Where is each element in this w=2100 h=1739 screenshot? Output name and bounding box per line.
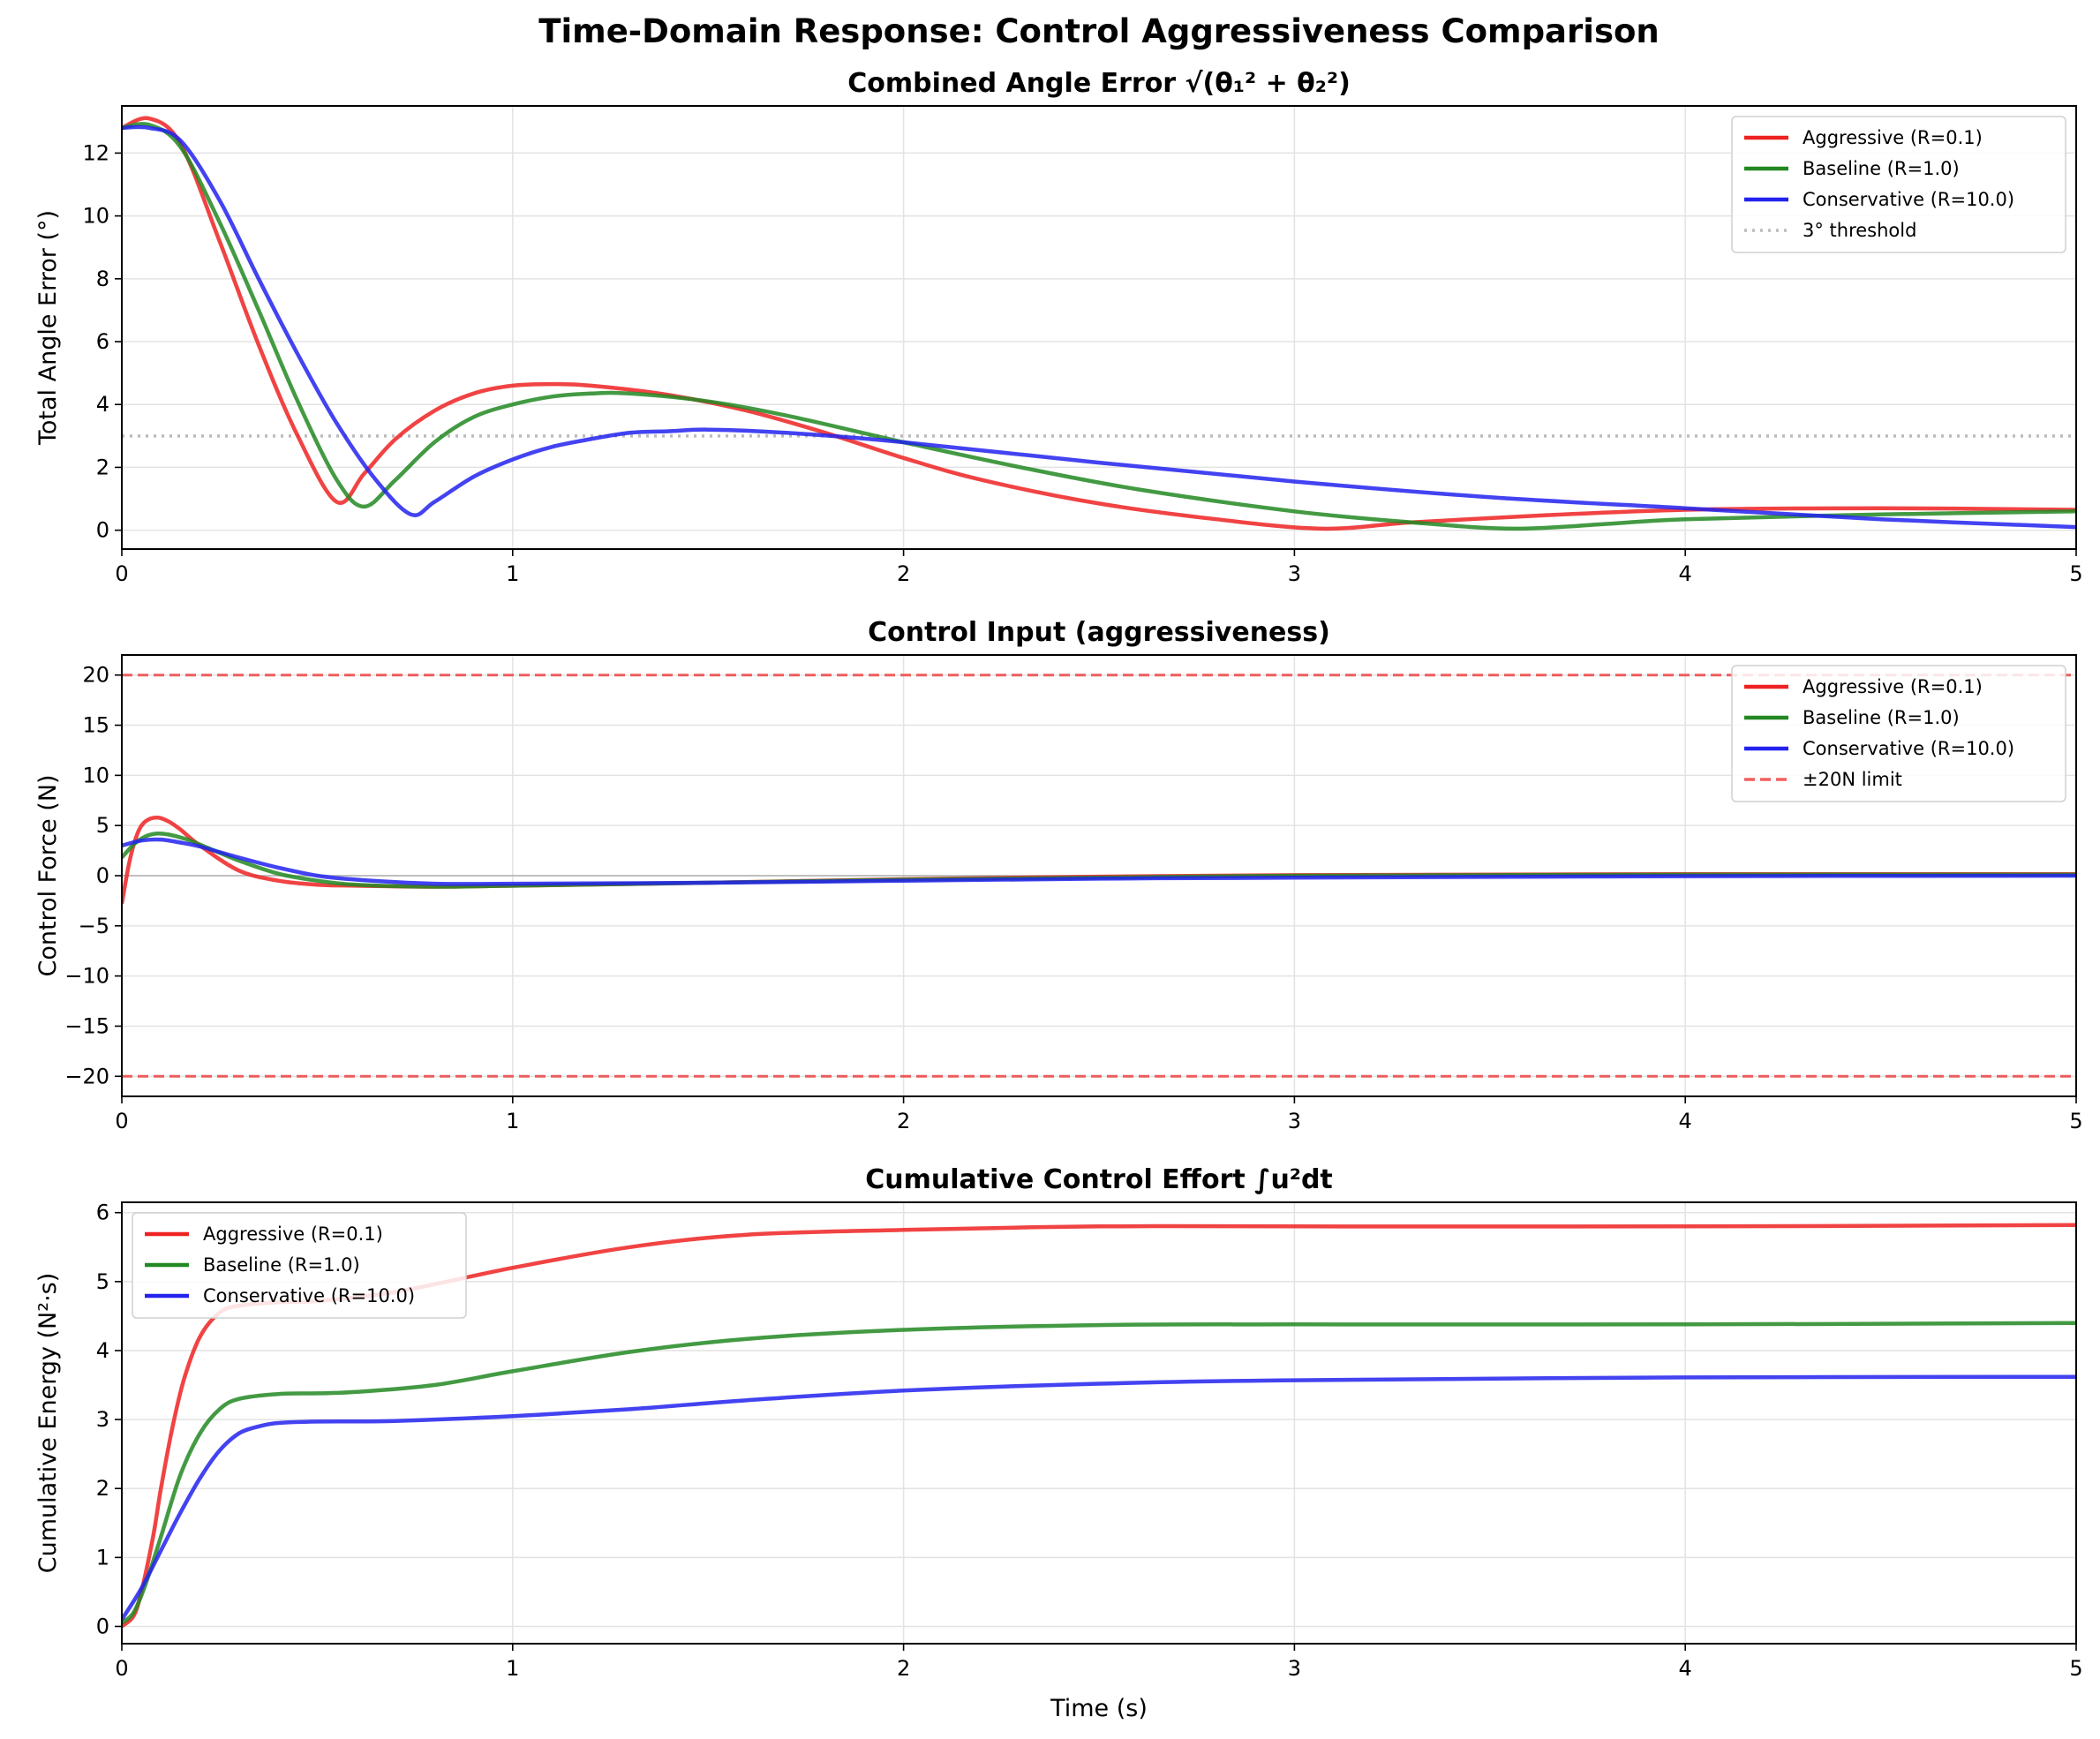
y-tick-label: 1 [96, 1545, 109, 1570]
y-tick-label: 5 [96, 813, 109, 838]
legend-label: Baseline (R=1.0) [1803, 707, 1960, 728]
x-tick-label: 1 [506, 561, 519, 586]
legend: Aggressive (R=0.1) Baseline (R=1.0) Conser… [1731, 116, 2066, 253]
panel-2: 0 1 2 3 4 5 −20 −15 −10 −5 0 5 10 15 20 Control Input (… [34, 617, 2083, 1133]
series-line-1 [122, 1223, 2076, 1629]
y-tick-label: 12 [82, 140, 109, 165]
legend-label: Aggressive (R=0.1) [203, 1223, 383, 1245]
y-tick-label: 10 [82, 763, 109, 787]
y-tick-label: 0 [96, 863, 109, 888]
y-tick-label: 6 [96, 1201, 109, 1225]
x-tick-label: 5 [2069, 1656, 2082, 1681]
legend-box [1731, 665, 2066, 802]
legend-box [132, 1212, 467, 1319]
panel-title: Cumulative Control Effort ∫u²dt [865, 1164, 1333, 1195]
y-tick-label: 0 [96, 518, 109, 543]
x-tick-label: 4 [1679, 1656, 1692, 1681]
panel-title: Combined Angle Error √(θ₁² + θ₂²) [847, 68, 1351, 99]
legend-label: Conservative (R=10.0) [1803, 189, 2014, 210]
legend: Aggressive (R=0.1) Baseline (R=1.0) Conser… [132, 1212, 467, 1319]
figure-title: Time-Domain Response: Control Aggressive… [538, 12, 1660, 50]
legend-box [1731, 116, 2066, 253]
x-tick-label: 0 [115, 1109, 128, 1133]
y-tick-label: −15 [64, 1013, 109, 1038]
series-line-2 [122, 122, 2076, 531]
x-tick-label: 3 [1288, 561, 1301, 586]
x-tick-label: 1 [506, 1656, 519, 1681]
x-tick-label: 2 [897, 561, 910, 586]
panel-3: 0 1 2 3 4 5 0 1 2 3 4 5 6 Cumulative Control Effort ∫… [34, 1164, 2083, 1722]
y-tick-label: 15 [82, 713, 109, 738]
legend-label: Baseline (R=1.0) [1803, 158, 1960, 179]
x-axis-label: Time (s) [1050, 1695, 1148, 1722]
y-axis-label: Cumulative Energy (N²·s) [34, 1273, 62, 1574]
legend-label: Conservative (R=10.0) [203, 1285, 415, 1306]
x-tick-label: 5 [2069, 561, 2082, 586]
legend-label: Baseline (R=1.0) [203, 1254, 360, 1276]
legend: Aggressive (R=0.1) Baseline (R=1.0) Conser… [1731, 665, 2066, 802]
axes-frame [121, 1201, 2077, 1645]
panel-title: Control Input (aggressiveness) [868, 617, 1330, 648]
legend-label: Aggressive (R=0.1) [1803, 676, 1983, 697]
legend-label: 3° threshold [1803, 220, 1916, 241]
y-tick-label: 2 [96, 455, 109, 479]
y-tick-label: 3 [96, 1407, 109, 1432]
y-tick-label: 2 [96, 1476, 109, 1501]
legend-label: Aggressive (R=0.1) [1803, 127, 1983, 148]
y-tick-label: 4 [96, 392, 109, 417]
series-line-2 [122, 831, 2076, 889]
x-tick-label: 5 [2069, 1109, 2082, 1133]
series-line-3 [122, 837, 2076, 886]
y-axis-label: Total Angle Error (°) [34, 210, 62, 446]
series-line-3 [122, 1374, 2076, 1621]
x-tick-label: 2 [897, 1109, 910, 1133]
y-tick-label: 6 [96, 329, 109, 354]
x-tick-label: 2 [897, 1656, 910, 1681]
x-tick-label: 0 [115, 1656, 128, 1681]
x-tick-label: 0 [115, 561, 128, 586]
y-tick-label: 20 [82, 663, 109, 688]
legend-label: ±20N limit [1803, 769, 1902, 790]
y-tick-label: −20 [64, 1064, 109, 1088]
legend-label: Conservative (R=10.0) [1803, 738, 2014, 759]
x-tick-label: 3 [1288, 1109, 1301, 1133]
y-tick-label: −10 [64, 964, 109, 989]
x-tick-label: 3 [1288, 1656, 1301, 1681]
x-tick-label: 4 [1679, 561, 1692, 586]
y-axis-label: Control Force (N) [34, 774, 62, 976]
x-tick-label: 4 [1679, 1109, 1692, 1133]
y-tick-label: −5 [79, 914, 109, 938]
y-tick-label: 10 [82, 204, 109, 229]
y-tick-label: 4 [96, 1338, 109, 1363]
series-line-3 [122, 124, 2076, 530]
y-tick-label: 8 [96, 267, 109, 291]
y-tick-label: 5 [96, 1269, 109, 1294]
axes-frame [121, 105, 2077, 550]
series-line-2 [122, 1321, 2076, 1625]
x-tick-label: 1 [506, 1109, 519, 1133]
y-tick-label: 0 [96, 1614, 109, 1638]
